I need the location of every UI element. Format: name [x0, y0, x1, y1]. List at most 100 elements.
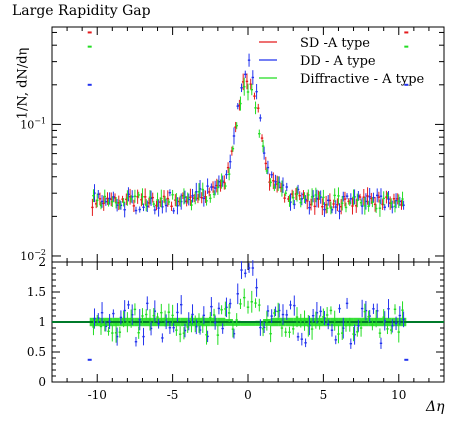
ratio-point-diff	[114, 322, 118, 343]
data-point-sd	[332, 199, 335, 209]
ratio-point-dd	[327, 319, 330, 330]
ratio-point-diff	[303, 310, 306, 331]
ratio-point-diff	[122, 311, 125, 328]
ratio-point-dd	[349, 338, 353, 349]
data-point-dd	[251, 70, 255, 85]
data-point-diff	[194, 191, 197, 205]
ratio-point-dd	[210, 297, 213, 317]
ratio-point-dd	[172, 323, 175, 333]
ratio-point-dd	[123, 300, 126, 321]
data-point-diff	[374, 204, 378, 213]
data-point-diff	[122, 198, 125, 207]
data-point-sd	[321, 198, 324, 216]
chart-title: Large Rapidity Gap	[12, 3, 151, 19]
ratio-point-diff	[205, 324, 208, 345]
data-point-diff	[126, 190, 129, 206]
data-point-diff	[325, 203, 329, 214]
band-bin	[255, 320, 264, 326]
ratio-y-tick-label: 1	[38, 315, 46, 329]
ratio-point-diff	[265, 311, 269, 331]
ratio-point-diff	[209, 311, 212, 324]
data-point-diff	[348, 199, 351, 206]
data-point-dd	[229, 154, 232, 169]
ratio-point-diff	[329, 306, 333, 315]
ratio-point-diff	[141, 308, 144, 324]
ratio-point-dd	[357, 319, 360, 332]
y-tick-label: 10−1	[20, 116, 46, 131]
ratio-point-diff	[356, 327, 359, 337]
ratio-point-diff	[292, 323, 295, 335]
x-tick-label: 0	[244, 388, 252, 402]
data-point-sd	[366, 187, 369, 205]
data-point-diff	[333, 188, 336, 203]
y-axis-label: 1/N, dN/dη	[15, 47, 31, 120]
data-point-diff	[182, 188, 186, 205]
ratio-point-diff	[129, 309, 133, 328]
ratio-point-diff	[186, 320, 189, 333]
data-point-diff	[393, 200, 397, 213]
ratio-point-dd	[304, 338, 307, 348]
data-point-diff	[92, 189, 95, 203]
data-point-dd	[338, 203, 341, 220]
data-point-dd	[334, 200, 337, 214]
data-point-dd	[191, 188, 194, 203]
ratio-point-dd	[285, 309, 288, 320]
data-point-dd	[262, 146, 266, 160]
data-point-diff	[318, 191, 321, 200]
data-point-dd	[247, 53, 251, 67]
data-point-dd	[157, 199, 160, 217]
ratio-point-dd	[319, 306, 322, 317]
ratio-point-diff	[167, 303, 171, 321]
data-point-sd	[166, 190, 169, 207]
ratio-point-diff	[118, 326, 122, 338]
data-point-diff	[265, 167, 269, 174]
data-point-dd	[345, 193, 349, 200]
ratio-point-diff	[178, 326, 182, 343]
data-point-diff	[201, 182, 204, 197]
data-point-sd	[298, 191, 301, 201]
ratio-point-diff	[227, 303, 231, 322]
data-point-dd	[368, 187, 371, 206]
data-point-sd	[226, 162, 230, 174]
legend-label: Diffractive - A type	[300, 72, 425, 87]
data-point-diff	[386, 192, 389, 199]
data-point-dd	[213, 180, 217, 196]
ratio-point-diff	[333, 310, 336, 331]
ratio-point-diff	[325, 307, 329, 323]
ratio-point-dd	[221, 323, 224, 334]
ratio-point-dd	[180, 295, 183, 315]
ratio-point-diff	[107, 326, 110, 336]
data-point-diff	[160, 189, 163, 208]
data-point-dd	[172, 207, 175, 214]
ratio-point-diff	[175, 324, 178, 336]
ratio-point-dd	[176, 303, 179, 322]
data-point-sd	[208, 187, 211, 197]
data-point-dd	[134, 206, 138, 215]
data-point-diff	[344, 202, 348, 213]
ratio-y-tick-label: 0.5	[27, 345, 46, 359]
ratio-point-dd	[311, 308, 315, 323]
data-point-dd	[142, 203, 145, 212]
data-point-sd	[343, 191, 347, 207]
data-point-dd	[270, 171, 273, 179]
data-point-diff	[363, 197, 367, 215]
data-point-sd	[283, 193, 286, 203]
ratio-point-diff	[126, 312, 129, 333]
ratio-point-diff	[299, 313, 302, 328]
ratio-point-diff	[145, 309, 148, 320]
ratio-point-diff	[371, 319, 374, 331]
data-point-diff	[261, 139, 265, 153]
data-point-diff	[239, 96, 242, 111]
data-point-diff	[371, 197, 374, 208]
data-point-diff	[310, 188, 314, 206]
ratio-point-diff	[401, 301, 404, 320]
data-point-dd	[244, 70, 247, 79]
data-point-diff	[190, 199, 193, 211]
data-point-diff	[171, 189, 174, 200]
ratio-point-diff	[239, 298, 242, 309]
ratio-point-dd	[293, 295, 296, 316]
ratio-point-dd	[379, 337, 383, 349]
data-point-diff	[118, 199, 122, 210]
ratio-point-dd	[119, 310, 123, 325]
data-point-diff	[178, 195, 182, 207]
